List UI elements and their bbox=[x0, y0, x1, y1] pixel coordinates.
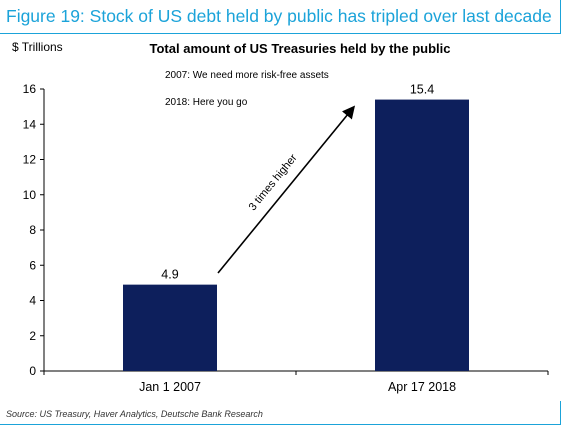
y-tick-label: 4 bbox=[29, 294, 36, 308]
y-tick-label: 10 bbox=[23, 188, 37, 202]
y-tick-label: 0 bbox=[29, 364, 36, 378]
y-tick-label: 14 bbox=[23, 117, 37, 131]
y-tick-label: 16 bbox=[23, 82, 37, 96]
growth-arrow bbox=[217, 105, 356, 274]
frame-right-rule bbox=[560, 0, 561, 33]
y-tick-label: 2 bbox=[29, 329, 36, 343]
frame-top-rule bbox=[0, 33, 561, 34]
bar-value-label: 15.4 bbox=[410, 83, 434, 97]
x-tick-label: Jan 1 2007 bbox=[139, 380, 201, 394]
bar bbox=[123, 284, 217, 371]
bar bbox=[375, 99, 469, 371]
annotation-2018: 2018: Here you go bbox=[165, 97, 248, 108]
plot-area: 0 2 4 6 8 10 12 14 16 4.9 Jan 1 2007 15.4 Apr 17 201… bbox=[23, 82, 549, 394]
frame-bottom-rule bbox=[0, 424, 561, 425]
chart-title: Total amount of US Treasuries held by th… bbox=[150, 41, 451, 56]
source-note: Source: US Treasury, Haver Analytics, De… bbox=[6, 409, 263, 419]
y-tick-label: 8 bbox=[29, 223, 36, 237]
y-tick-label: 6 bbox=[29, 258, 36, 272]
y-axis-label: $ Trillions bbox=[12, 40, 63, 54]
frame-right-rule-bottom bbox=[560, 401, 561, 425]
figure-title: Figure 19: Stock of US debt held by publ… bbox=[6, 6, 552, 26]
x-tick-label: Apr 17 2018 bbox=[388, 380, 456, 394]
y-tick-label: 12 bbox=[23, 153, 37, 167]
bar-value-label: 4.9 bbox=[161, 268, 178, 282]
annotation-2007: 2007: We need more risk-free assets bbox=[165, 70, 329, 81]
